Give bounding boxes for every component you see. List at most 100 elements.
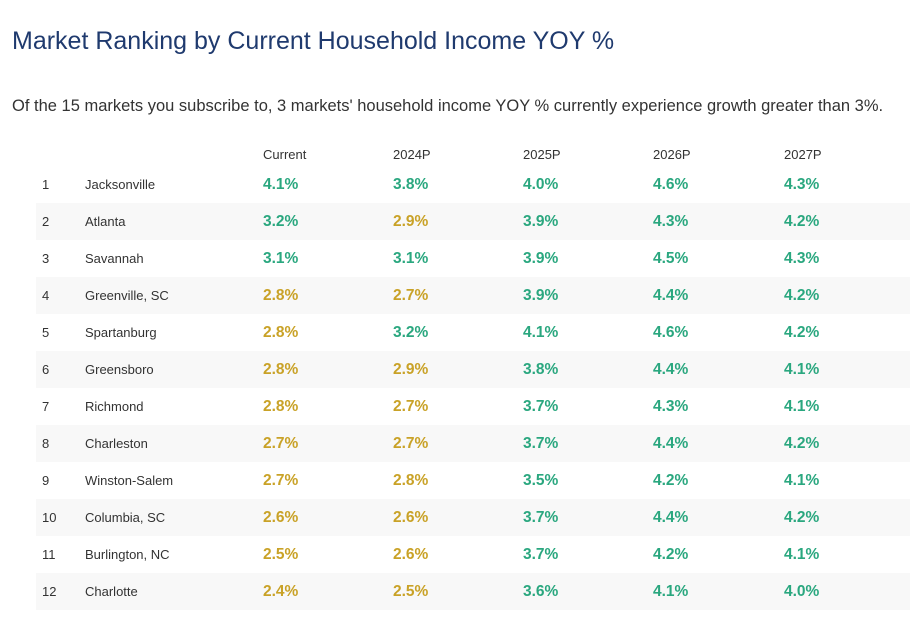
table-row: 10 Columbia, SC 2.6% 2.6% 3.7% 4.4% 4.2% [36, 499, 910, 536]
value-cell-current: 2.7% [263, 471, 299, 489]
market-name-cell: Atlanta [85, 214, 126, 229]
value-cell-current: 4.1% [263, 175, 299, 193]
column-header-2024p: 2024P [393, 146, 431, 162]
value-cell-2026p: 4.1% [653, 582, 689, 600]
value-cell-2025p: 3.6% [523, 582, 559, 600]
value-cell-2026p: 4.2% [653, 545, 689, 563]
value-cell-current: 3.2% [263, 212, 299, 230]
table-row: 3 Savannah 3.1% 3.1% 3.9% 4.5% 4.3% [36, 240, 910, 277]
value-cell-2027p: 4.1% [784, 360, 820, 378]
value-cell-2024p: 2.7% [393, 286, 429, 304]
rank-cell: 1 [42, 177, 50, 192]
value-cell-2026p: 4.4% [653, 508, 689, 526]
value-cell-2024p: 2.6% [393, 545, 429, 563]
value-cell-2027p: 4.1% [784, 397, 820, 415]
value-cell-2025p: 3.9% [523, 286, 559, 304]
value-cell-2024p: 2.6% [393, 508, 429, 526]
value-cell-2024p: 2.9% [393, 212, 429, 230]
value-cell-2027p: 4.3% [784, 249, 820, 267]
column-header-2025p: 2025P [523, 146, 561, 162]
table-row: 2 Atlanta 3.2% 2.9% 3.9% 4.3% 4.2% [36, 203, 910, 240]
value-cell-2024p: 2.8% [393, 471, 429, 489]
value-cell-2027p: 4.3% [784, 175, 820, 193]
table-row: 1 Jacksonville 4.1% 3.8% 4.0% 4.6% 4.3% [36, 166, 910, 203]
value-cell-2026p: 4.4% [653, 286, 689, 304]
value-cell-2025p: 3.8% [523, 360, 559, 378]
market-name-cell: Winston-Salem [85, 473, 174, 488]
value-cell-2027p: 4.2% [784, 434, 820, 452]
value-cell-2025p: 3.5% [523, 471, 559, 489]
rank-cell: 11 [42, 547, 56, 562]
value-cell-current: 2.8% [263, 360, 299, 378]
value-cell-2025p: 4.1% [523, 323, 559, 341]
table-header-row: Current 2024P 2025P 2026P 2027P [36, 142, 910, 166]
value-cell-2025p: 4.0% [523, 175, 559, 193]
rank-cell: 5 [42, 325, 50, 340]
market-name-cell: Burlington, NC [85, 547, 170, 562]
table-row: 12 Charlotte 2.4% 2.5% 3.6% 4.1% 4.0% [36, 573, 910, 610]
value-cell-2025p: 3.7% [523, 508, 559, 526]
value-cell-current: 2.8% [263, 323, 299, 341]
value-cell-2027p: 4.1% [784, 471, 820, 489]
market-name-cell: Greenville, SC [85, 288, 169, 303]
market-name-cell: Columbia, SC [85, 510, 166, 525]
column-header-current: Current [263, 146, 307, 162]
value-cell-2024p: 3.1% [393, 249, 429, 267]
table-row: 8 Charleston 2.7% 2.7% 3.7% 4.4% 4.2% [36, 425, 910, 462]
value-cell-2025p: 3.7% [523, 545, 559, 563]
value-cell-2026p: 4.6% [653, 175, 689, 193]
market-name-cell: Richmond [85, 399, 144, 414]
value-cell-2026p: 4.2% [653, 471, 689, 489]
table-row: 6 Greensboro 2.8% 2.9% 3.8% 4.4% 4.1% [36, 351, 910, 388]
value-cell-current: 2.5% [263, 545, 299, 563]
rank-cell: 6 [42, 362, 50, 377]
market-name-cell: Jacksonville [85, 177, 156, 192]
rank-cell: 10 [42, 510, 57, 525]
market-name-cell: Savannah [85, 251, 144, 266]
value-cell-2024p: 2.7% [393, 434, 429, 452]
value-cell-2027p: 4.0% [784, 582, 820, 600]
value-cell-2025p: 3.7% [523, 434, 559, 452]
ranking-table: Current 2024P 2025P 2026P 2027P 1 Jackson… [36, 142, 910, 610]
rank-cell: 12 [42, 584, 57, 599]
value-cell-2027p: 4.1% [784, 545, 820, 563]
value-cell-2025p: 3.9% [523, 212, 559, 230]
value-cell-2026p: 4.6% [653, 323, 689, 341]
rank-cell: 4 [42, 288, 50, 303]
value-cell-2025p: 3.7% [523, 397, 559, 415]
table-row: 4 Greenville, SC 2.8% 2.7% 3.9% 4.4% 4.2% [36, 277, 910, 314]
value-cell-current: 2.8% [263, 286, 299, 304]
value-cell-2026p: 4.3% [653, 212, 689, 230]
value-cell-2024p: 2.9% [393, 360, 429, 378]
value-cell-2026p: 4.4% [653, 360, 689, 378]
table-row: 9 Winston-Salem 2.7% 2.8% 3.5% 4.2% 4.1% [36, 462, 910, 499]
value-cell-2025p: 3.9% [523, 249, 559, 267]
value-cell-current: 2.6% [263, 508, 299, 526]
market-name-cell: Charlotte [85, 584, 138, 599]
value-cell-current: 2.8% [263, 397, 299, 415]
value-cell-2024p: 3.8% [393, 175, 429, 193]
value-cell-current: 3.1% [263, 249, 299, 267]
value-cell-2024p: 2.7% [393, 397, 429, 415]
rank-cell: 7 [42, 399, 50, 414]
table-body: 1 Jacksonville 4.1% 3.8% 4.0% 4.6% 4.3% 2 Atlant… [36, 166, 910, 610]
page-title: Market Ranking by Current Household Inco… [12, 27, 615, 55]
value-cell-2027p: 4.2% [784, 508, 820, 526]
table-row: 7 Richmond 2.8% 2.7% 3.7% 4.3% 4.1% [36, 388, 910, 425]
table-row: 5 Spartanburg 2.8% 3.2% 4.1% 4.6% 4.2% [36, 314, 910, 351]
value-cell-current: 2.7% [263, 434, 299, 452]
value-cell-2024p: 3.2% [393, 323, 429, 341]
page-subtitle: Of the 15 markets you subscribe to, 3 ma… [12, 97, 884, 115]
value-cell-2024p: 2.5% [393, 582, 429, 600]
rank-cell: 3 [42, 251, 50, 266]
rank-cell: 8 [42, 436, 50, 451]
value-cell-2027p: 4.2% [784, 323, 820, 341]
value-cell-2026p: 4.4% [653, 434, 689, 452]
value-cell-current: 2.4% [263, 582, 299, 600]
rank-cell: 9 [42, 473, 50, 488]
market-name-cell: Charleston [85, 436, 148, 451]
value-cell-2027p: 4.2% [784, 286, 820, 304]
rank-cell: 2 [42, 214, 50, 229]
value-cell-2026p: 4.5% [653, 249, 689, 267]
value-cell-2027p: 4.2% [784, 212, 820, 230]
